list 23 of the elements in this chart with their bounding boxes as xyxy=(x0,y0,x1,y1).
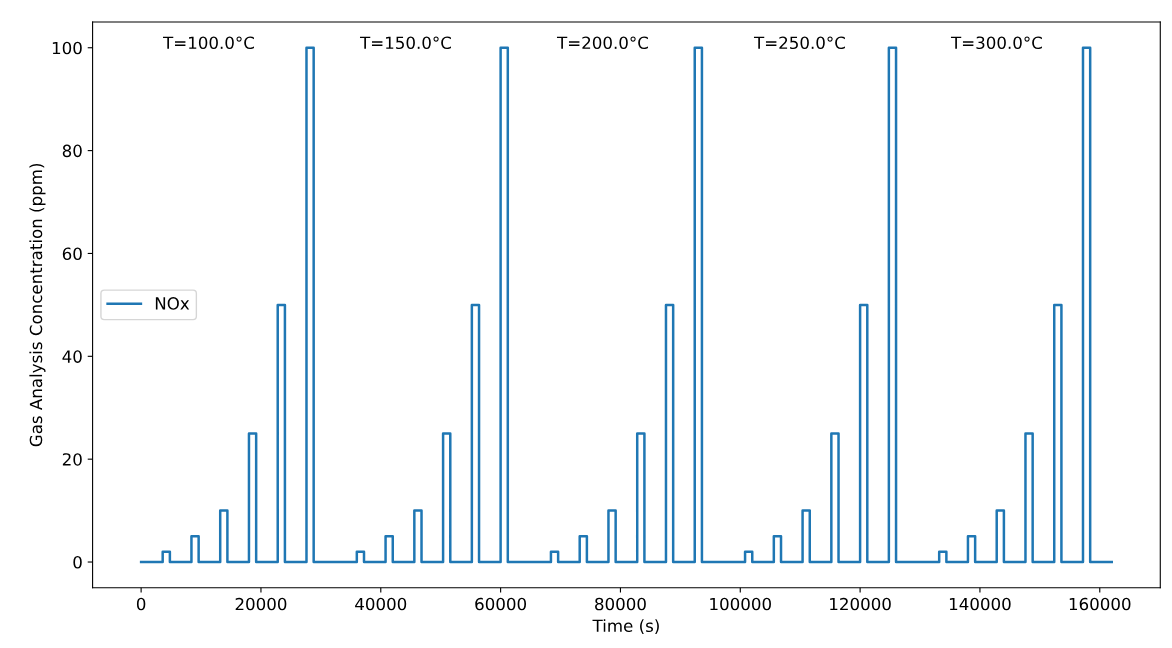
y-tick-label: 0 xyxy=(73,555,82,569)
annotation: T=250.0°C xyxy=(753,36,845,50)
x-tick-label: 120000 xyxy=(830,597,891,611)
y-tick-label: 40 xyxy=(62,350,82,363)
x-tick-label: 80000 xyxy=(595,597,646,611)
x-tick-label: 100000 xyxy=(710,597,771,611)
x-tick-label: 40000 xyxy=(355,597,407,611)
y-tick-label: 80 xyxy=(62,144,82,158)
x-tick-label: 0 xyxy=(136,597,146,611)
x-tick-label: 160000 xyxy=(1069,597,1131,611)
y-tick-label: 60 xyxy=(62,247,82,261)
x-tick-label: 20000 xyxy=(235,597,287,611)
annotation: T=300.0°C xyxy=(950,36,1042,50)
y-axis-title: Gas Analysis Concentration (ppm) xyxy=(29,163,46,447)
annotation: T=200.0°C xyxy=(556,36,648,50)
x-axis-title: Time (s) xyxy=(592,619,659,635)
x-tick-label: 140000 xyxy=(949,597,1011,611)
x-tick-label: 60000 xyxy=(475,597,527,611)
legend-label: NOx xyxy=(155,297,190,310)
y-tick-label: 100 xyxy=(52,41,82,55)
annotation: T=100.0°C xyxy=(163,36,254,50)
y-tick-label: 20 xyxy=(62,453,82,466)
annotation: T=150.0°C xyxy=(360,36,451,50)
